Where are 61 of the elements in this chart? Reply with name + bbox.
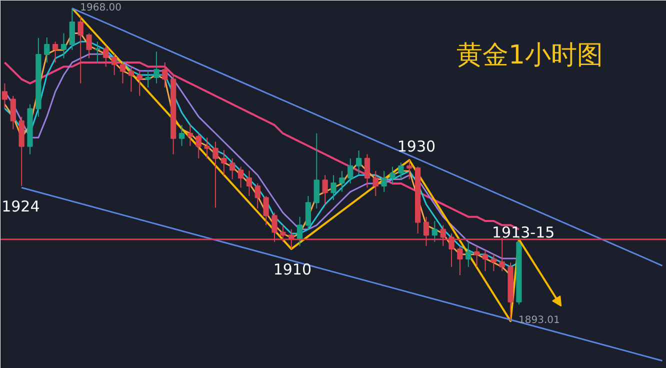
candlestick	[145, 70, 151, 88]
candlestick	[466, 241, 472, 268]
candlestick	[120, 62, 126, 84]
candlestick	[94, 41, 100, 63]
candlestick	[423, 216, 430, 247]
candlestick	[280, 224, 286, 242]
candlestick	[440, 224, 446, 247]
candlestick	[263, 195, 269, 226]
candlestick	[398, 162, 404, 180]
candlestick	[10, 95, 16, 130]
candlestick	[254, 182, 260, 209]
candlestick	[432, 220, 438, 242]
candlestick	[86, 32, 92, 59]
candlestick	[178, 124, 185, 146]
candlestick	[103, 45, 109, 68]
candlestick	[356, 150, 362, 176]
candlestick	[339, 170, 345, 192]
candlestick	[448, 233, 454, 268]
candlestick	[154, 51, 160, 84]
text: 黄金1小时图	[456, 40, 604, 70]
annotation: 1930	[397, 138, 436, 156]
candlestick	[474, 246, 480, 268]
candlestick	[212, 141, 218, 208]
candlestick	[348, 158, 354, 184]
candlestick	[482, 250, 488, 272]
candlestick	[305, 195, 312, 230]
candlestick	[499, 237, 505, 272]
candlestick	[60, 32, 67, 59]
candlestick	[322, 174, 328, 205]
candlestick	[162, 62, 168, 88]
candlestick	[296, 216, 303, 247]
candlestick	[204, 137, 210, 159]
ref-line-label: 1913-15	[492, 223, 555, 242]
candlestick	[52, 41, 58, 63]
candlestick	[381, 170, 387, 192]
candlestick	[314, 132, 320, 209]
candlestick	[390, 166, 396, 184]
candlestick	[136, 70, 142, 96]
candlestick	[330, 174, 336, 201]
annotation: 1893.01	[518, 315, 560, 326]
annotation: 1924	[2, 197, 40, 216]
candlestick	[69, 8, 75, 50]
candlestick	[230, 158, 236, 180]
candlestick	[490, 254, 496, 272]
candlestick	[78, 16, 84, 84]
candlestick	[221, 150, 227, 176]
candlestick	[364, 154, 370, 188]
candlestick	[111, 54, 118, 76]
candlestick	[372, 170, 378, 196]
candlestick	[457, 246, 463, 276]
annotation: 1968.00	[80, 2, 122, 14]
candlestick	[44, 36, 50, 63]
candlestick	[238, 166, 244, 188]
candlestick	[196, 132, 202, 159]
candlestick	[2, 82, 8, 109]
candlestick	[128, 66, 134, 92]
candlestick	[246, 170, 252, 196]
candlestick	[187, 124, 193, 146]
candlestick	[406, 160, 412, 180]
annotation: 1910	[273, 260, 312, 278]
candlestick	[272, 212, 278, 242]
